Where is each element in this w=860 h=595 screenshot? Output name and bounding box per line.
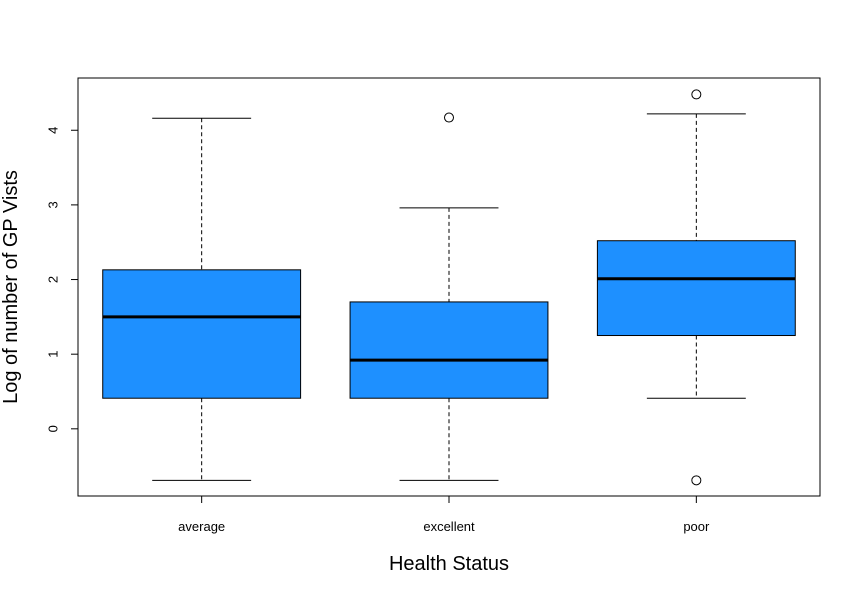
x-axis: average excellent poor [178,495,710,534]
y-axis: 0 1 2 3 4 [46,127,79,432]
outlier-point [444,112,454,123]
outlier-point [691,475,702,486]
y-axis-title: Log of number of GP Vists [0,170,22,404]
box-group [102,89,796,486]
box-iqr [349,301,549,399]
x-tick-label: average [178,519,225,534]
outlier-point [691,89,702,100]
box-iqr [102,269,302,399]
y-tick-label: 1 [46,351,61,358]
x-axis-title: Health Status [389,553,509,575]
box-iqr [596,240,796,337]
y-tick-label: 2 [46,276,61,283]
y-tick-label: 4 [46,127,61,134]
x-tick-label: poor [683,519,710,534]
y-tick-label: 3 [46,201,61,208]
x-tick-label: excellent [423,519,475,534]
y-tick-label: 0 [46,425,61,432]
